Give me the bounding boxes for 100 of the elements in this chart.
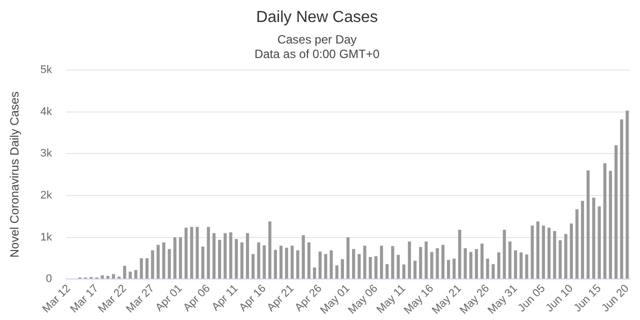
bar <box>168 249 171 279</box>
bar <box>268 221 272 279</box>
bar <box>368 256 372 279</box>
bar <box>352 249 356 279</box>
y-tick-label: 3k <box>40 148 53 160</box>
bar <box>307 242 310 279</box>
bar <box>553 231 556 279</box>
bar <box>592 198 596 279</box>
y-tick-label: 5k <box>40 64 53 76</box>
bar <box>363 246 366 279</box>
bar <box>218 240 222 279</box>
bar <box>570 224 573 279</box>
bar <box>508 242 512 279</box>
bar <box>514 250 518 279</box>
bar <box>386 264 389 279</box>
chart-subtitle: Cases per Day Data as of 0:00 GMT+0 <box>254 32 380 62</box>
bar <box>246 233 250 279</box>
bar <box>257 242 260 279</box>
bar <box>486 258 490 279</box>
bar <box>290 246 294 279</box>
bar <box>151 250 154 279</box>
bar <box>112 274 116 279</box>
bar <box>558 240 562 279</box>
bar <box>581 200 584 279</box>
bar <box>201 246 204 279</box>
bar <box>330 250 333 279</box>
bar <box>224 233 227 279</box>
bar <box>156 244 160 279</box>
bar <box>603 163 606 279</box>
bar <box>279 246 283 279</box>
bar <box>436 248 439 279</box>
bar <box>145 258 149 279</box>
bar <box>346 237 350 279</box>
bar <box>134 270 138 279</box>
bar <box>441 244 444 279</box>
bar <box>542 226 545 279</box>
bar <box>190 226 194 279</box>
bar <box>262 245 266 279</box>
bar <box>374 256 378 279</box>
bar <box>469 252 472 279</box>
bar <box>212 233 216 279</box>
bar <box>178 237 182 279</box>
bar <box>100 275 104 279</box>
bar <box>123 266 126 279</box>
bar <box>234 239 238 279</box>
bar <box>564 234 568 279</box>
y-tick-label: 0 <box>46 273 52 286</box>
bar <box>335 265 338 279</box>
bar <box>358 254 361 279</box>
bar <box>296 250 300 279</box>
y-tick-label: 2k <box>40 190 53 202</box>
bar <box>274 250 277 279</box>
bar <box>492 264 495 279</box>
bar <box>598 206 601 279</box>
bar <box>206 226 210 279</box>
bar <box>480 244 484 279</box>
bar <box>474 249 478 279</box>
bar <box>424 242 428 279</box>
bar <box>229 232 232 279</box>
bar <box>620 119 624 279</box>
bar <box>402 264 406 279</box>
bar <box>312 267 316 279</box>
bar <box>452 258 456 279</box>
bar <box>430 252 434 279</box>
bar <box>380 246 384 279</box>
bar <box>408 242 411 279</box>
bar <box>324 254 328 279</box>
bar <box>464 248 467 279</box>
bar <box>502 230 506 279</box>
bar <box>302 235 305 279</box>
bar <box>586 170 590 279</box>
bar <box>240 242 244 279</box>
y-tick-label: 1k <box>40 231 53 244</box>
bar <box>530 226 534 279</box>
bar <box>396 254 400 279</box>
bar <box>173 237 176 279</box>
bar <box>458 230 462 279</box>
bar <box>575 209 578 279</box>
bar <box>608 170 612 279</box>
bar <box>626 110 629 279</box>
bar <box>252 254 255 279</box>
bar <box>536 221 540 279</box>
bar <box>419 246 422 279</box>
y-axis-title: Novel Coronavirus Daily Cases <box>8 92 22 258</box>
bar <box>140 258 143 279</box>
bar <box>162 242 166 279</box>
y-tick-label: 4k <box>40 106 53 118</box>
bar <box>128 272 132 279</box>
bar <box>318 252 322 279</box>
bar <box>547 228 551 279</box>
bar <box>614 145 618 279</box>
chart-title: Daily New Cases <box>256 9 378 26</box>
bar <box>520 252 523 279</box>
bar <box>340 259 344 279</box>
bar <box>413 260 417 279</box>
bar <box>184 228 188 279</box>
bar <box>391 246 394 279</box>
bar <box>497 252 500 279</box>
bar <box>525 254 528 279</box>
bar <box>196 226 199 279</box>
